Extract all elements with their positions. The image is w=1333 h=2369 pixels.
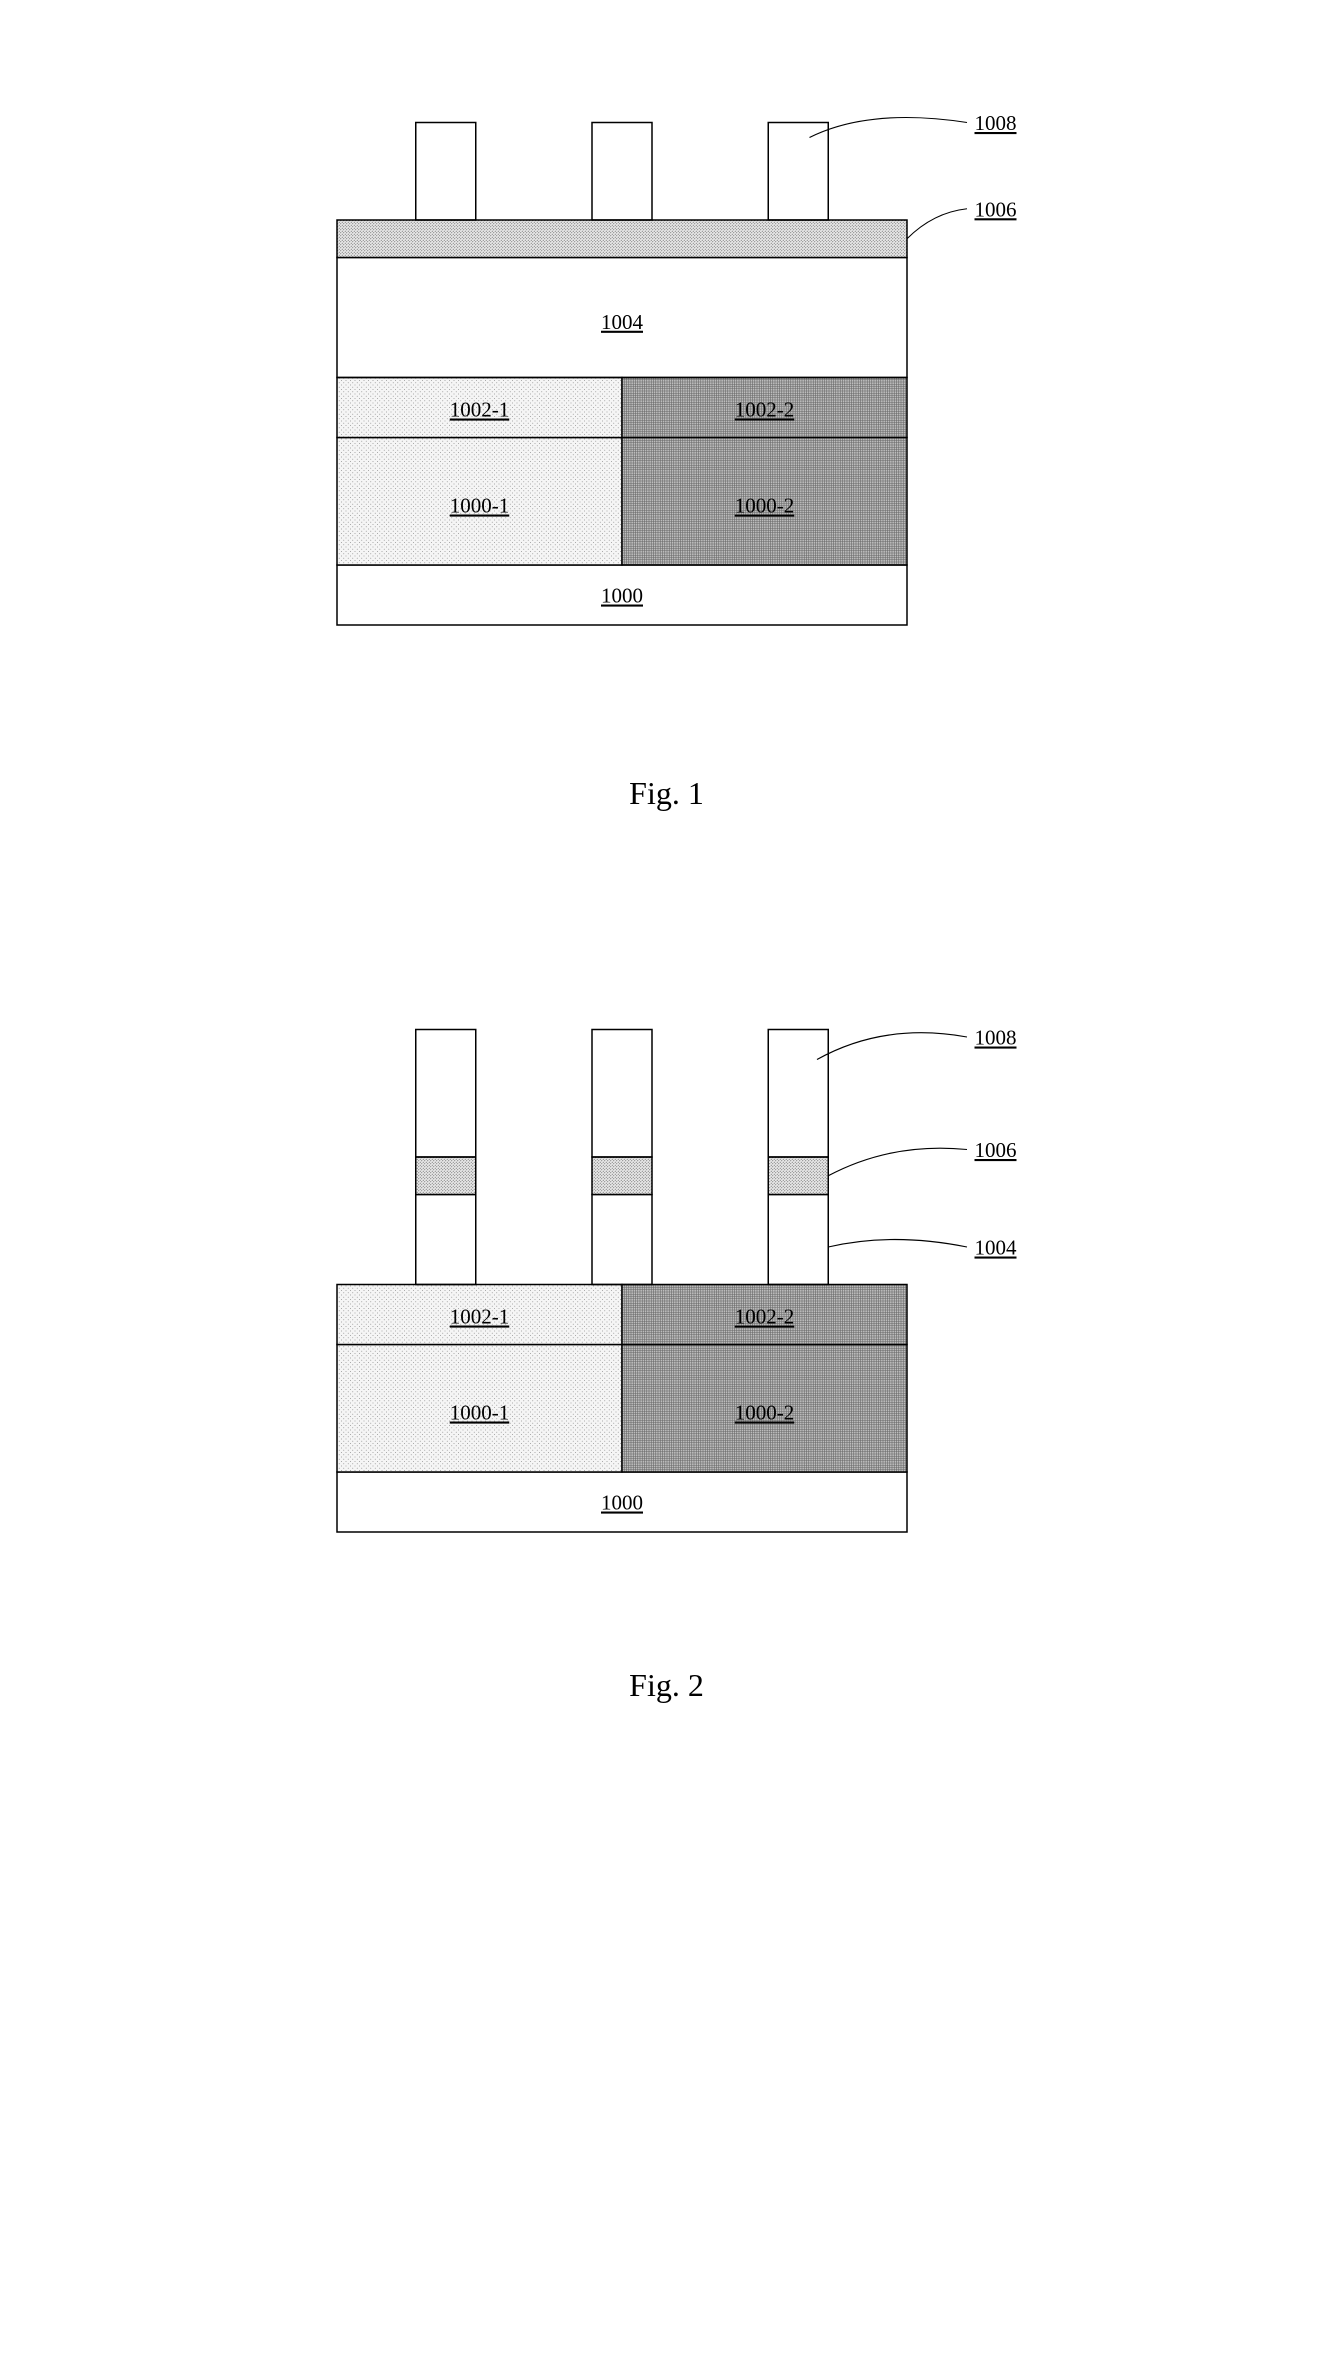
label-1006: 1006 [974,197,1016,221]
pillar-2 [592,1030,652,1285]
label-1000-1: 1000-1 [449,1401,509,1425]
label-1000: 1000 [601,1491,643,1515]
label-1004: 1004 [974,1236,1017,1260]
label-1002-2: 1002-2 [734,1305,794,1329]
leader-1008: 1008 [809,111,1016,138]
pillar-1 [415,123,475,221]
pillars [415,1030,828,1285]
figure-2-svg: 1000 1000-1 1000-2 1002-1 1002-2 [217,932,1117,1607]
label-1006: 1006 [974,1138,1016,1162]
label-1008: 1008 [974,1026,1016,1050]
label-1000-1: 1000-1 [449,494,509,518]
label-1008: 1008 [974,111,1016,135]
label-1000: 1000 [601,584,643,608]
leader-1008: 1008 [817,1026,1017,1060]
leader-1004: 1004 [828,1236,1017,1260]
pillars-1008 [415,123,828,221]
figure-1-caption: Fig. 1 [629,775,704,812]
layer-1006 [337,220,907,258]
label-1000-2: 1000-2 [734,494,794,518]
figure-1-svg: 1000 1000-1 1000-2 1002-1 1002-2 1004 [217,40,1117,715]
figure-1: 1000 1000-1 1000-2 1002-1 1002-2 1004 [217,40,1117,812]
label-1000-2: 1000-2 [734,1401,794,1425]
pillar-3 [768,123,828,221]
stack: 1000 1000-1 1000-2 1002-1 1002-2 [337,1285,907,1533]
figure-2-caption: Fig. 2 [629,1667,704,1704]
stack: 1000 1000-1 1000-2 1002-1 1002-2 1004 [337,220,907,625]
label-1002-1: 1002-1 [449,1305,509,1329]
label-1002-1: 1002-1 [449,398,509,422]
pillar-3 [768,1030,828,1285]
label-1004: 1004 [601,310,644,334]
leader-1006: 1006 [828,1138,1016,1176]
figure-2: 1000 1000-1 1000-2 1002-1 1002-2 [217,932,1117,1704]
pillar-2 [592,123,652,221]
leader-1006: 1006 [907,197,1017,239]
label-1002-2: 1002-2 [734,398,794,422]
pillar-1 [415,1030,475,1285]
